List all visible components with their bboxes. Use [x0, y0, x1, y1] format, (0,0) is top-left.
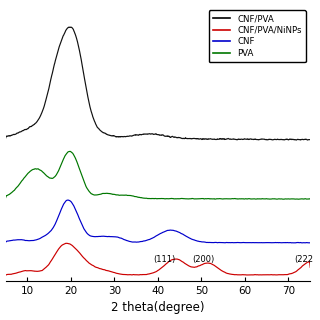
- Line: CNF/PVA: CNF/PVA: [5, 27, 310, 140]
- CNF/PVA: [4, 136, 7, 140]
- PVA: [152, 196, 156, 200]
- CNF/PVA: [308, 138, 312, 142]
- CNF/PVA/NiNPs: [19, 270, 23, 274]
- CNF: [152, 236, 156, 239]
- CNF/PVA: [19, 130, 23, 133]
- CNF/PVA: [152, 132, 156, 136]
- CNF/PVA/NiNPs: [308, 266, 312, 269]
- CNF: [300, 241, 303, 245]
- CNF: [4, 240, 7, 244]
- X-axis label: 2 theta(degree): 2 theta(degree): [111, 301, 205, 315]
- CNF/PVA: [144, 132, 148, 136]
- Line: PVA: PVA: [5, 151, 310, 199]
- CNF/PVA/NiNPs: [300, 265, 303, 269]
- PVA: [300, 197, 303, 201]
- CNF: [290, 241, 293, 245]
- CNF: [66, 198, 70, 202]
- CNF: [308, 241, 312, 245]
- CNF: [144, 239, 148, 243]
- PVA: [300, 197, 304, 201]
- Line: CNF/PVA/NiNPs: CNF/PVA/NiNPs: [5, 243, 310, 275]
- CNF: [244, 241, 248, 244]
- Line: CNF: CNF: [5, 200, 310, 243]
- PVA: [68, 149, 71, 153]
- PVA: [308, 197, 312, 201]
- PVA: [244, 197, 248, 201]
- Text: (111): (111): [153, 255, 176, 264]
- CNF/PVA/NiNPs: [300, 265, 303, 269]
- CNF/PVA: [300, 138, 303, 141]
- CNF/PVA: [300, 138, 303, 141]
- PVA: [19, 180, 23, 184]
- CNF/PVA/NiNPs: [152, 271, 156, 275]
- CNF/PVA/NiNPs: [65, 241, 68, 245]
- Legend: CNF/PVA, CNF/PVA/NiNPs, CNF, PVA: CNF/PVA, CNF/PVA/NiNPs, CNF, PVA: [209, 10, 306, 62]
- PVA: [4, 196, 7, 200]
- CNF/PVA/NiNPs: [4, 273, 7, 277]
- CNF/PVA/NiNPs: [244, 273, 248, 277]
- Text: (200): (200): [193, 255, 215, 264]
- CNF/PVA: [306, 138, 309, 142]
- Text: (222: (222: [294, 255, 313, 264]
- CNF/PVA: [244, 137, 248, 141]
- CNF: [19, 238, 23, 242]
- PVA: [282, 197, 285, 201]
- CNF/PVA/NiNPs: [144, 273, 148, 276]
- PVA: [144, 196, 148, 200]
- CNF: [300, 241, 304, 245]
- CNF/PVA: [69, 25, 73, 29]
